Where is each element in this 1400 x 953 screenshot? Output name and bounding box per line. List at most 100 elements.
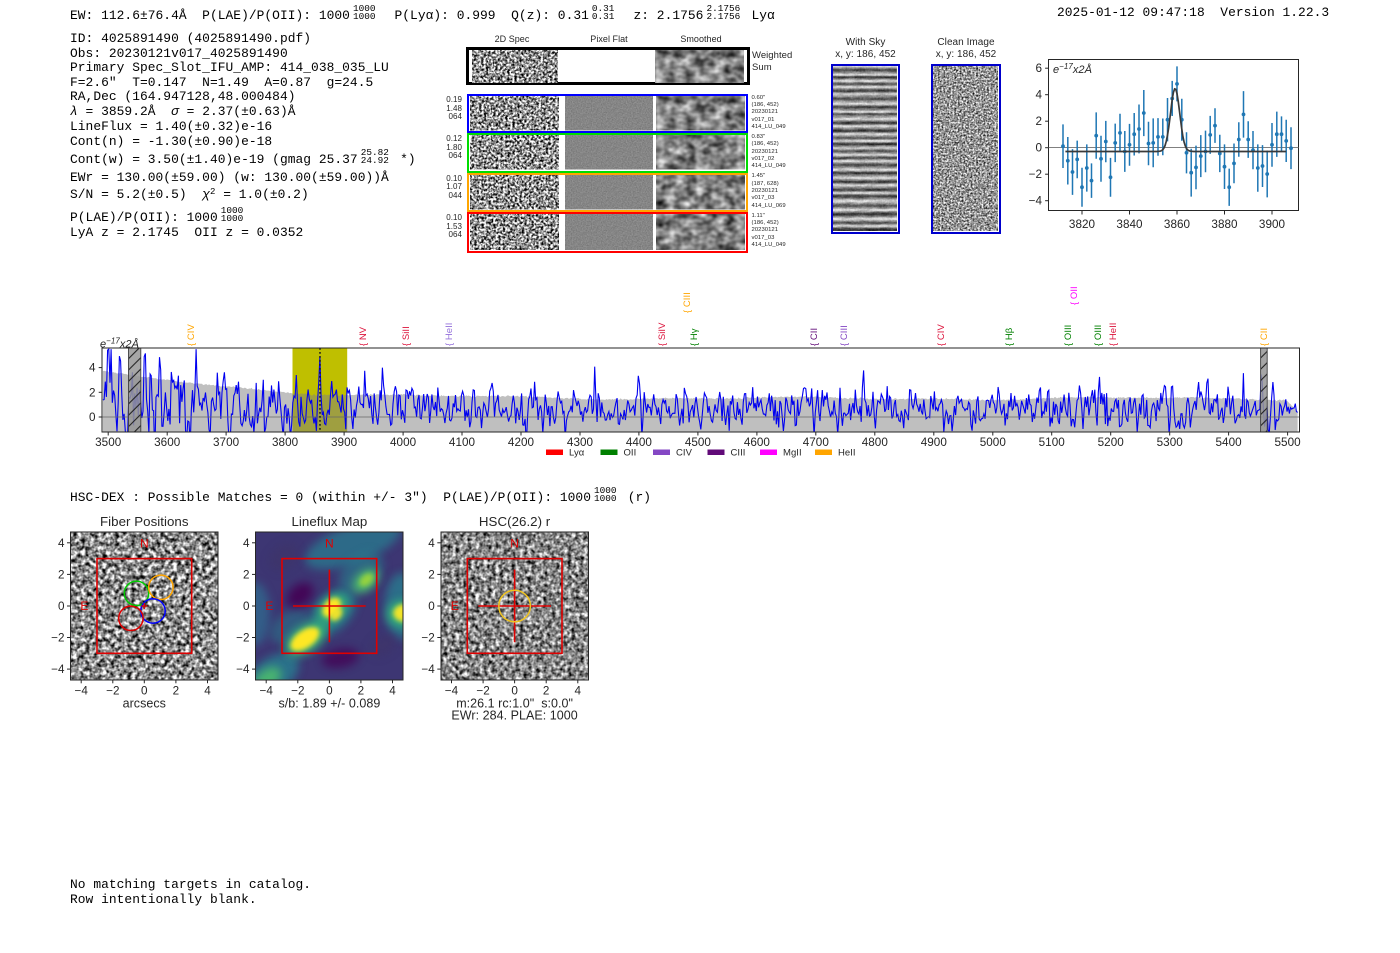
svg-text:2: 2 <box>173 684 180 697</box>
svg-text:4: 4 <box>389 684 396 697</box>
svg-text:0: 0 <box>89 411 96 424</box>
svg-text:−4: −4 <box>74 684 88 697</box>
svg-text:5100: 5100 <box>1039 436 1066 449</box>
svg-text:4: 4 <box>243 537 250 550</box>
svg-text:0: 0 <box>243 600 250 613</box>
svg-text:HSC(26.2) r: HSC(26.2) r <box>479 514 551 529</box>
svg-text:E: E <box>451 599 459 613</box>
svg-text:−2: −2 <box>291 684 304 697</box>
svg-text:−2: −2 <box>476 684 489 697</box>
svg-text:3820: 3820 <box>1069 218 1096 231</box>
svg-text:{ SiIV: { SiIV <box>657 322 668 346</box>
svg-text:2: 2 <box>428 568 435 581</box>
svg-text:2: 2 <box>58 568 65 581</box>
svg-text:0: 0 <box>58 600 65 613</box>
svg-text:5200: 5200 <box>1098 436 1125 449</box>
svg-text:{ CIII: { CIII <box>839 325 850 346</box>
svg-text:Fiber Positions: Fiber Positions <box>100 514 189 529</box>
svg-text:5300: 5300 <box>1157 436 1184 449</box>
svg-text:e−17x2Å: e−17x2Å <box>100 337 139 351</box>
svg-text:−4: −4 <box>421 663 435 676</box>
svg-text:m:26.1 rc:1.0" s:0.0": m:26.1 rc:1.0" s:0.0" <box>456 697 573 711</box>
svg-text:{ HeII: { HeII <box>444 323 455 346</box>
svg-text:Lineflux Map: Lineflux Map <box>291 514 367 529</box>
svg-text:4800: 4800 <box>862 436 889 449</box>
svg-text:3860: 3860 <box>1164 218 1191 231</box>
svg-text:−4: −4 <box>236 663 250 676</box>
svg-text:s/b: 1.89 +/- 0.089: s/b: 1.89 +/- 0.089 <box>278 697 380 711</box>
svg-text:3700: 3700 <box>213 436 240 449</box>
svg-text:3600: 3600 <box>154 436 181 449</box>
svg-text:4400: 4400 <box>626 436 653 449</box>
svg-text:5000: 5000 <box>980 436 1007 449</box>
svg-text:3800: 3800 <box>272 436 299 449</box>
svg-text:−4: −4 <box>259 684 273 697</box>
svg-text:{ OIII: { OIII <box>1063 325 1074 346</box>
svg-text:{ OII: { OII <box>1069 286 1080 305</box>
svg-text:4: 4 <box>1035 89 1042 102</box>
svg-text:3840: 3840 <box>1116 218 1143 231</box>
svg-text:{ SiII: { SiII <box>401 326 412 346</box>
svg-text:4300: 4300 <box>567 436 594 449</box>
svg-text:{ Hβ: { Hβ <box>1004 327 1015 346</box>
svg-text:4: 4 <box>58 537 65 550</box>
svg-text:{ OIII: { OIII <box>1093 325 1104 346</box>
svg-text:{ HeII: { HeII <box>1108 323 1119 346</box>
svg-text:4600: 4600 <box>744 436 771 449</box>
svg-text:4: 4 <box>575 684 582 697</box>
svg-text:4700: 4700 <box>803 436 830 449</box>
svg-text:0: 0 <box>326 684 333 697</box>
svg-text:0: 0 <box>511 684 518 697</box>
svg-text:2: 2 <box>243 568 250 581</box>
svg-text:0: 0 <box>1035 142 1042 155</box>
svg-text:4100: 4100 <box>449 436 476 449</box>
svg-text:{ CIV: { CIV <box>936 324 947 346</box>
svg-text:e−17x2Å: e−17x2Å <box>1053 62 1092 76</box>
svg-text:−4: −4 <box>51 663 65 676</box>
svg-text:N: N <box>510 537 519 551</box>
svg-text:{ CII: { CII <box>809 328 820 346</box>
svg-text:−2: −2 <box>1029 168 1042 181</box>
svg-text:4: 4 <box>204 684 211 697</box>
svg-text:3500: 3500 <box>95 436 122 449</box>
svg-text:3880: 3880 <box>1211 218 1238 231</box>
svg-text:2: 2 <box>89 386 96 399</box>
svg-text:5400: 5400 <box>1216 436 1243 449</box>
svg-text:4900: 4900 <box>921 436 948 449</box>
svg-text:2: 2 <box>543 684 550 697</box>
svg-text:2: 2 <box>1035 115 1042 128</box>
svg-text:4: 4 <box>89 362 96 375</box>
svg-text:{ CII: { CII <box>1259 328 1270 346</box>
svg-text:{ Hγ: { Hγ <box>689 328 700 346</box>
svg-text:OII: OII <box>624 448 637 459</box>
svg-text:3900: 3900 <box>1259 218 1286 231</box>
svg-text:N: N <box>140 537 149 551</box>
svg-text:0: 0 <box>428 600 435 613</box>
svg-text:−4: −4 <box>445 684 459 697</box>
svg-text:arcsecs: arcsecs <box>123 697 166 711</box>
svg-text:{ CIII: { CIII <box>682 292 693 313</box>
svg-text:6: 6 <box>1035 62 1042 75</box>
svg-text:{ CIV: { CIV <box>186 324 197 346</box>
svg-text:−2: −2 <box>421 632 434 645</box>
svg-text:−2: −2 <box>236 632 249 645</box>
svg-text:2: 2 <box>358 684 365 697</box>
svg-text:E: E <box>80 599 88 613</box>
svg-text:Lyα: Lyα <box>569 448 585 459</box>
svg-text:−2: −2 <box>51 632 64 645</box>
svg-text:CIV: CIV <box>676 448 693 459</box>
svg-text:0: 0 <box>141 684 148 697</box>
svg-text:HeII: HeII <box>838 448 856 459</box>
svg-text:CIII: CIII <box>731 448 746 459</box>
svg-text:EWr: 284. PLAE: 1000: EWr: 284. PLAE: 1000 <box>451 709 577 723</box>
svg-text:4000: 4000 <box>390 436 417 449</box>
svg-text:{ NV: { NV <box>358 326 369 346</box>
svg-text:3900: 3900 <box>331 436 358 449</box>
svg-text:MgII: MgII <box>783 448 802 459</box>
svg-text:4: 4 <box>428 537 435 550</box>
svg-text:N: N <box>325 537 334 551</box>
svg-text:4500: 4500 <box>685 436 712 449</box>
svg-text:5500: 5500 <box>1275 436 1302 449</box>
svg-text:E: E <box>265 599 273 613</box>
svg-text:−4: −4 <box>1029 195 1043 208</box>
